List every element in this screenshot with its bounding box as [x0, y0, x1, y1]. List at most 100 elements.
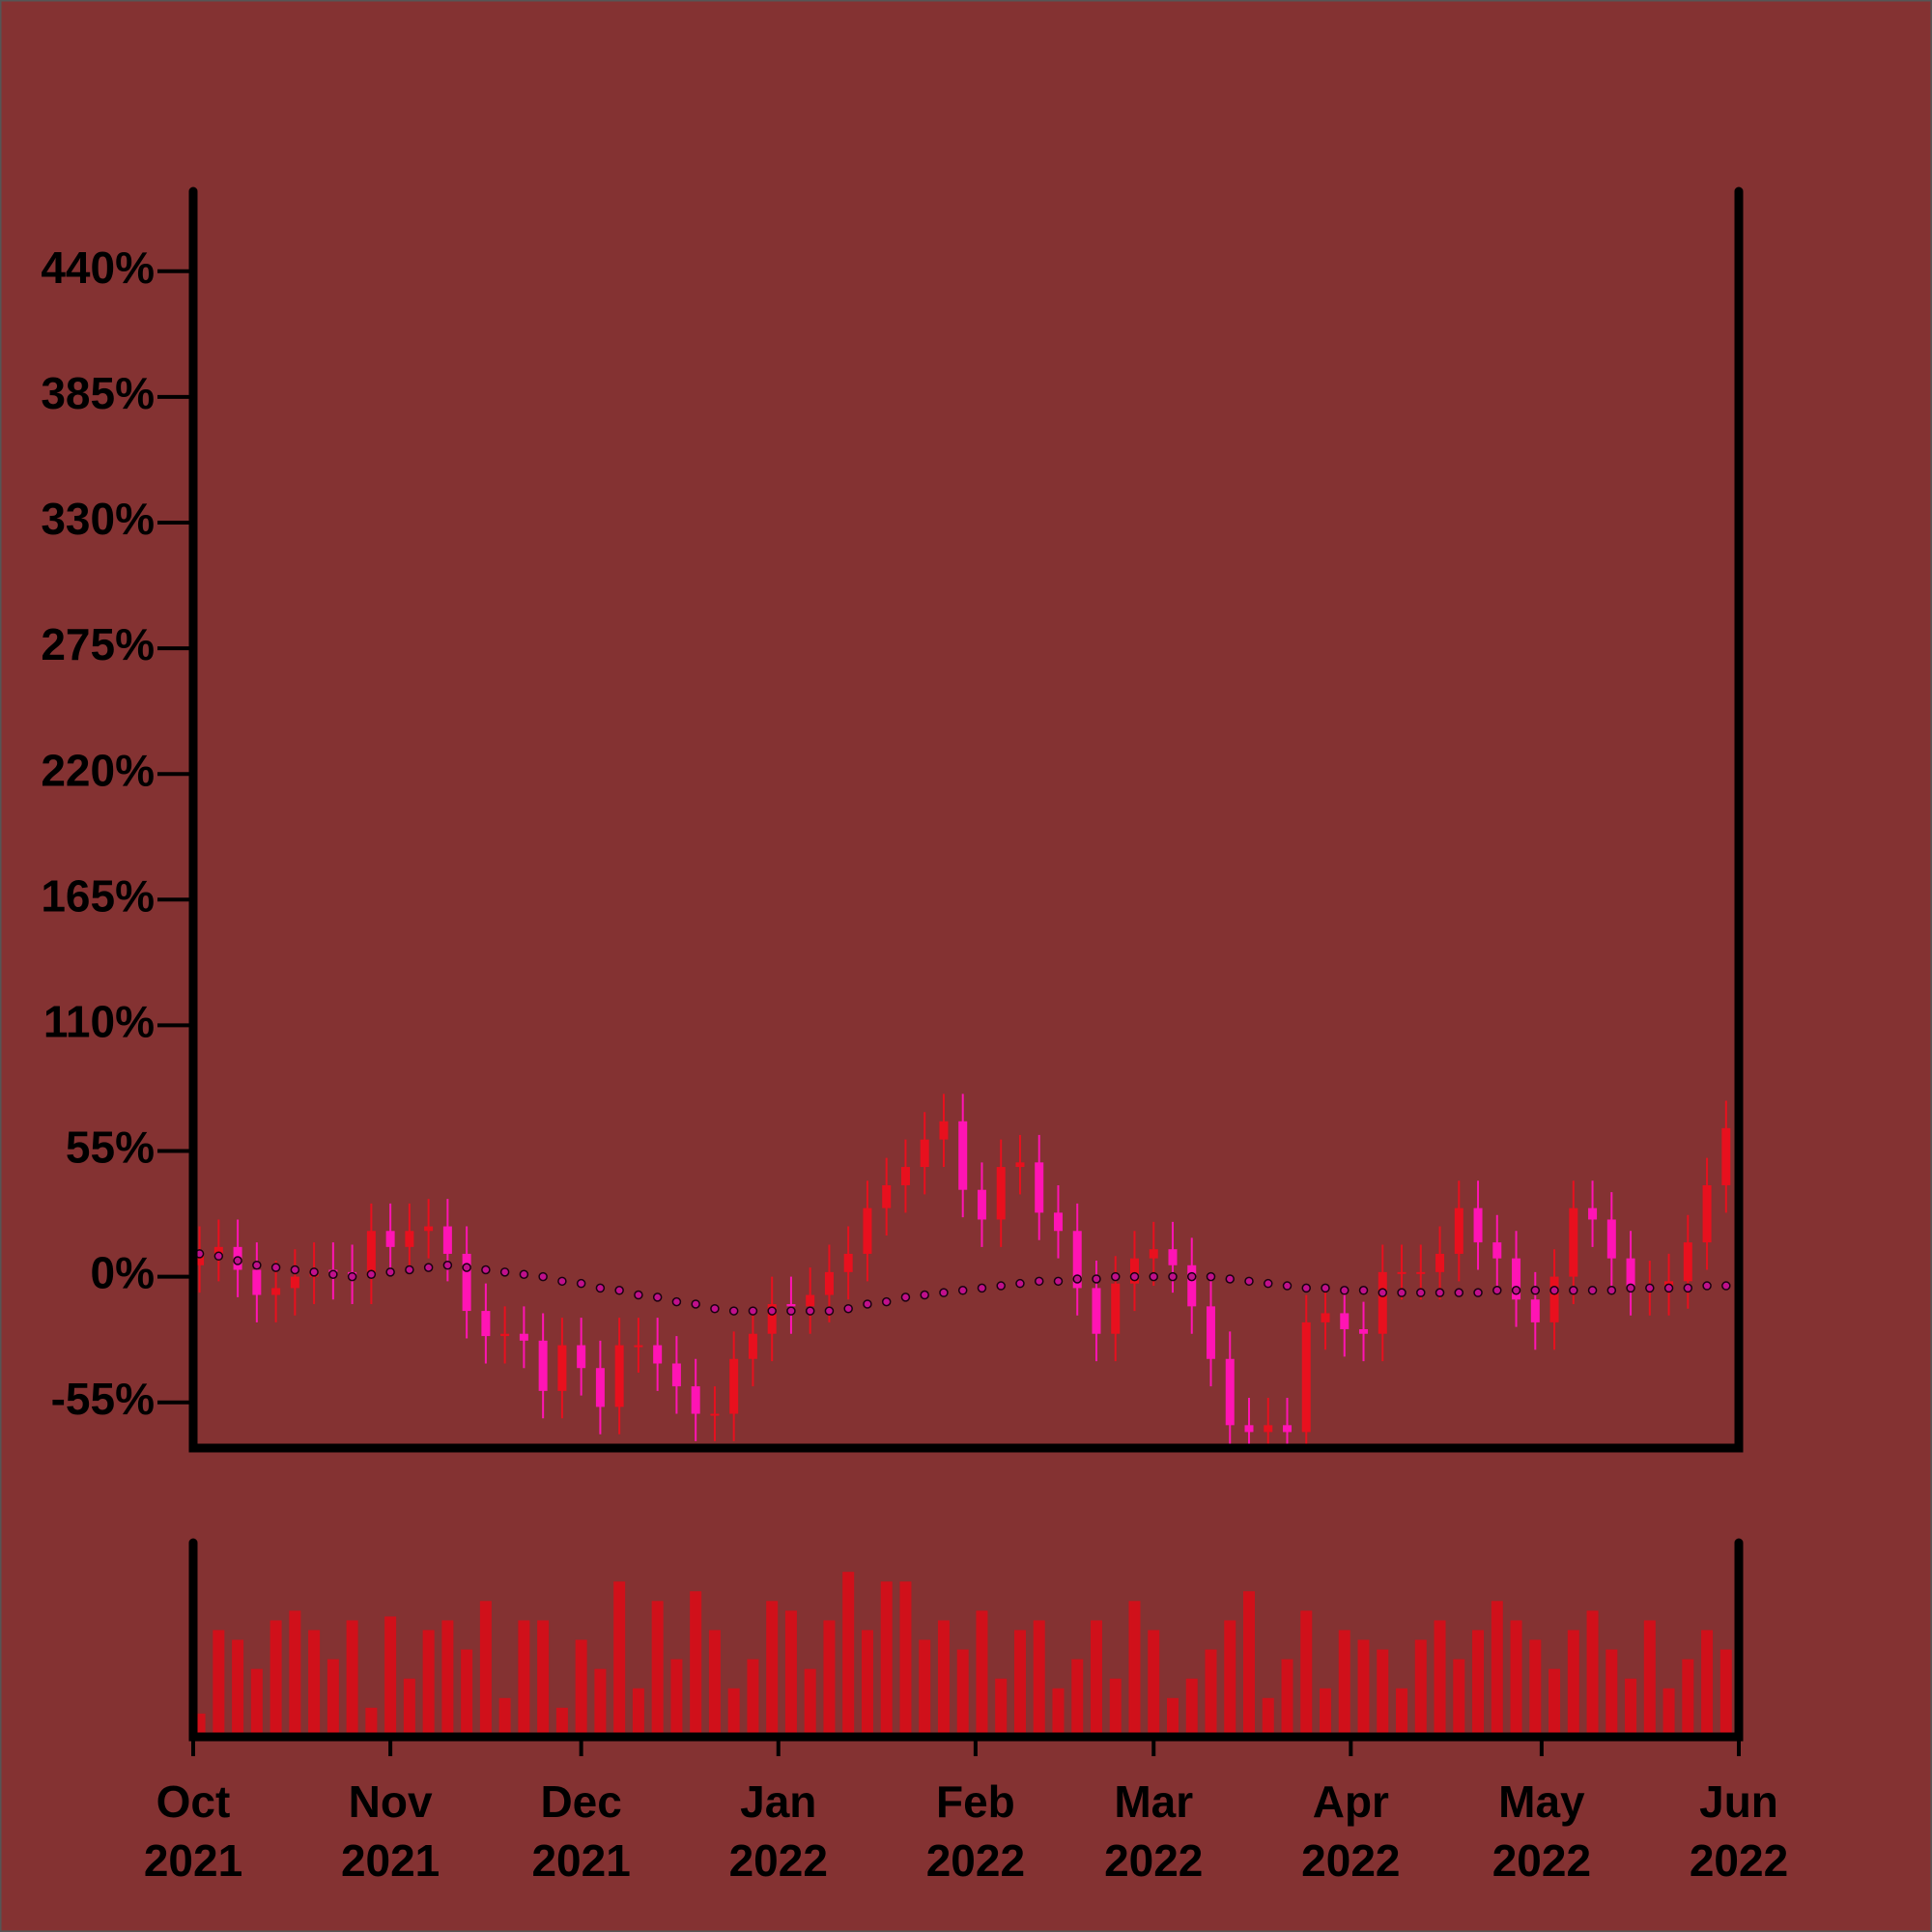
moving-average-point — [1587, 1286, 1598, 1295]
volume-bar — [727, 1688, 740, 1737]
candle-body — [1225, 1358, 1235, 1426]
candle-body — [405, 1231, 414, 1247]
candle-body — [920, 1139, 929, 1168]
candle-body — [424, 1226, 434, 1232]
volume-bar — [1338, 1630, 1350, 1737]
x-tick-label: Apr 2022 — [1301, 1776, 1401, 1886]
y-tick-label: 55% — [66, 1122, 155, 1173]
y-tick-label: 275% — [41, 619, 155, 669]
candle-body — [806, 1294, 815, 1307]
moving-average-point — [1244, 1276, 1254, 1287]
moving-average-point — [252, 1261, 262, 1270]
volume-bar — [232, 1639, 244, 1737]
candle-body — [1569, 1208, 1578, 1277]
candle-body — [366, 1231, 376, 1277]
moving-average-point — [1301, 1283, 1312, 1293]
volume-bar — [403, 1678, 415, 1737]
moving-average-point — [1092, 1274, 1101, 1284]
candle-body — [1283, 1425, 1293, 1433]
moving-average-point — [824, 1306, 835, 1316]
candle-body — [1264, 1425, 1273, 1433]
volume-bar — [1185, 1678, 1198, 1737]
candle-body — [634, 1345, 643, 1348]
candle-body — [519, 1333, 528, 1341]
volume-bar — [1586, 1610, 1599, 1737]
moving-average-point — [1721, 1281, 1731, 1291]
volume-bar — [270, 1620, 282, 1737]
candle-body — [252, 1269, 262, 1295]
moving-average-point — [900, 1293, 911, 1302]
candle-body — [977, 1189, 986, 1220]
moving-average-point — [347, 1271, 357, 1282]
x-tick-label: Feb 2022 — [925, 1776, 1026, 1886]
volume-bar — [670, 1659, 683, 1737]
moving-average-point — [1435, 1288, 1445, 1297]
volume-bar — [479, 1601, 492, 1737]
moving-average-point — [1702, 1281, 1712, 1291]
candle-body — [1378, 1271, 1387, 1334]
x-tick-label: Jun 2022 — [1689, 1776, 1789, 1886]
candle-body — [767, 1303, 777, 1334]
candle-body — [1454, 1208, 1463, 1254]
volume-bar — [708, 1630, 721, 1737]
volume-bar — [1281, 1659, 1293, 1737]
candle-body — [1092, 1288, 1101, 1334]
volume-bar — [1605, 1649, 1618, 1737]
volume-bar — [422, 1630, 435, 1737]
volume-bar — [1396, 1688, 1408, 1737]
candle-body — [691, 1386, 700, 1414]
candle-body — [557, 1345, 567, 1391]
moving-average-point — [614, 1286, 624, 1295]
moving-average-point — [1569, 1286, 1578, 1295]
moving-average-point — [328, 1269, 338, 1279]
moving-average-point — [1683, 1283, 1693, 1293]
candle-body — [1072, 1231, 1082, 1289]
volume-bar — [1090, 1620, 1102, 1737]
candle-body — [939, 1121, 949, 1140]
moving-average-point — [499, 1267, 510, 1277]
volume-bar — [1453, 1659, 1465, 1737]
moving-average-point — [233, 1256, 242, 1265]
moving-average-point — [1645, 1283, 1655, 1293]
y-tick-label: 0% — [91, 1248, 155, 1298]
axes: -55% 0% 55% 110% 165% 220% 275% 330% 385% 440% — [41, 186, 1744, 1756]
moving-average-point — [920, 1290, 929, 1300]
moving-average-point — [728, 1306, 739, 1316]
moving-average-point — [652, 1293, 663, 1302]
moving-average-point — [957, 1286, 968, 1295]
volume-bar — [804, 1668, 816, 1737]
volume-bar — [861, 1630, 873, 1737]
candle-body — [1683, 1242, 1692, 1282]
moving-average-point — [462, 1263, 471, 1272]
candle-body — [1168, 1249, 1178, 1265]
candle-body — [653, 1345, 663, 1364]
y-tick-label: 330% — [41, 494, 155, 544]
moving-average-point — [1282, 1281, 1293, 1291]
candle-body — [213, 1246, 223, 1254]
volume-bar — [1377, 1649, 1389, 1737]
volume-bar — [956, 1649, 969, 1737]
candle-body — [1702, 1184, 1712, 1243]
candle-body — [1512, 1258, 1521, 1300]
volume-bar — [613, 1581, 626, 1737]
volume-bar — [899, 1581, 912, 1737]
candle-body — [824, 1271, 834, 1295]
volume-bar — [1625, 1678, 1637, 1737]
candle-body — [996, 1167, 1006, 1220]
candle-body — [1416, 1271, 1426, 1274]
moving-average-point — [1473, 1288, 1483, 1297]
candle-body — [729, 1358, 739, 1414]
candle-body — [882, 1184, 892, 1208]
volume-bar — [823, 1620, 836, 1737]
moving-average-point — [423, 1263, 434, 1272]
volume-bar — [784, 1610, 797, 1737]
volume-bar — [1300, 1610, 1313, 1737]
candle-body — [958, 1121, 968, 1190]
candle-body — [481, 1311, 491, 1337]
volume-bar — [1013, 1630, 1026, 1737]
price-panel — [194, 1094, 1731, 1448]
moving-average-point — [881, 1296, 892, 1307]
candle-body — [1015, 1162, 1025, 1168]
